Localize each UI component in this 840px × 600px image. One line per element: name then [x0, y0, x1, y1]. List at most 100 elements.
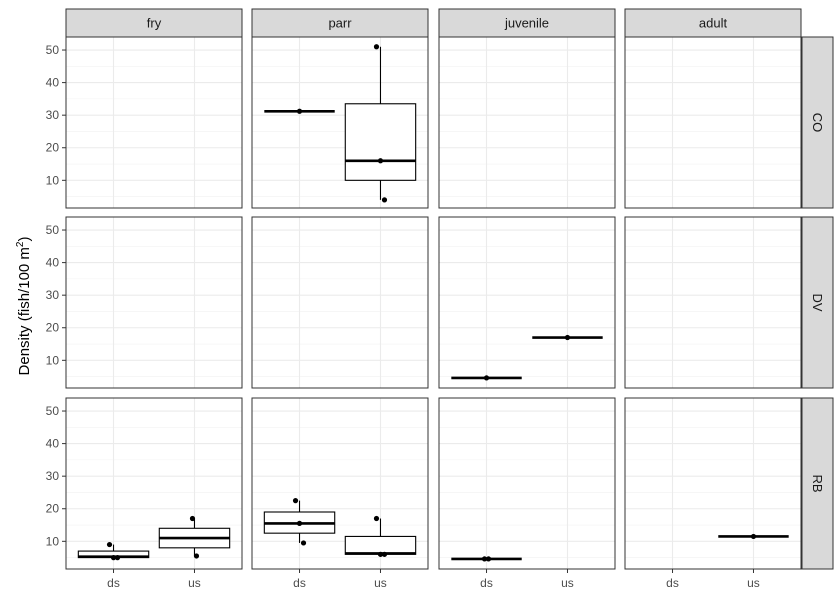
box-RB-adult-us: [718, 533, 789, 540]
panel-RB-adult: [625, 398, 801, 569]
facet-strip-label-DV: DV: [810, 293, 825, 311]
panel-background: [439, 398, 615, 569]
box-RB-parr-us: [344, 515, 417, 557]
y-tick-label: 20: [46, 321, 60, 335]
panel-border: [624, 36, 802, 209]
y-tick-label: 30: [46, 108, 60, 122]
data-point: [373, 515, 380, 522]
x-tick-label: us: [747, 576, 760, 590]
x-tick-label: us: [561, 576, 574, 590]
y-tick-label: 40: [46, 437, 60, 451]
y-tick-label: 40: [46, 256, 60, 270]
panel-CO-juvenile: [439, 37, 615, 208]
facet-strip-label-fry: fry: [147, 16, 162, 31]
panel-border: [251, 397, 429, 570]
panel-background: [439, 217, 615, 388]
panel-CO-adult: [625, 37, 801, 208]
box-RB-parr-ds: [263, 498, 336, 546]
data-point: [381, 551, 388, 557]
panel-border: [65, 36, 243, 209]
x-tick-label: ds: [480, 576, 493, 590]
y-tick-label: 10: [46, 173, 60, 187]
panel-DV-fry: [66, 217, 242, 388]
y-tick-label: 30: [46, 288, 60, 302]
y-tick-label: 50: [46, 43, 60, 57]
facet-strip-fry: [65, 8, 243, 38]
facet-strip-label-RB: RB: [810, 474, 825, 492]
box-DV-juvenile-us: [532, 334, 603, 341]
facet-strip-adult: [624, 8, 802, 38]
data-point: [377, 158, 384, 164]
box-RB-fry-ds: [77, 541, 150, 561]
panel-border: [624, 216, 802, 389]
facet-strip-label-adult: adult: [699, 16, 728, 31]
panel-DV-juvenile: [439, 217, 615, 388]
panel-background: [625, 217, 801, 388]
data-point: [481, 556, 488, 562]
x-tick-label: us: [374, 576, 387, 590]
y-tick-label: 40: [46, 76, 60, 90]
x-tick-label: ds: [107, 576, 120, 590]
y-tick-label: 10: [46, 353, 60, 367]
box-iqr: [344, 535, 417, 555]
panel-DV-parr: [252, 217, 428, 388]
y-axis-title: Density (fish/100 m2): [15, 237, 33, 376]
panel-background: [252, 217, 428, 388]
facet-strip-RB: [801, 397, 834, 570]
facet-panels: fry parr juvenile adult CO DV RB 10 20 30 40 50 10 20…: [46, 8, 834, 590]
panel-border: [438, 397, 616, 570]
data-point: [373, 44, 380, 50]
facet-strip-juvenile: [438, 8, 616, 38]
facet-strip-label-parr: parr: [328, 16, 352, 31]
box-CO-parr-ds: [264, 108, 335, 114]
panel-border: [251, 36, 429, 209]
y-tick-label: 50: [46, 223, 60, 237]
panel-background: [66, 217, 242, 388]
x-tick-label: us: [188, 576, 201, 590]
data-point: [564, 334, 571, 341]
panel-border: [251, 216, 429, 389]
y-tick-label: 30: [46, 469, 60, 483]
panel-border: [438, 36, 616, 209]
panel-background: [625, 37, 801, 208]
y-tick-label: 10: [46, 534, 60, 548]
facet-strip-label-CO: CO: [810, 113, 825, 133]
box-iqr: [344, 103, 417, 181]
facet-strip-CO: [801, 36, 834, 209]
box-RB-fry-us: [158, 515, 231, 559]
y-tick-label: 20: [46, 141, 60, 155]
data-point: [300, 540, 307, 546]
y-axis-title-group: Density (fish/100 m2): [15, 237, 33, 376]
facet-strip-parr: [251, 8, 429, 38]
data-point: [485, 556, 492, 562]
data-point: [114, 555, 121, 561]
panel-border: [65, 397, 243, 570]
x-tick-label: ds: [293, 576, 306, 590]
panel-RB-juvenile: [439, 398, 615, 569]
data-point: [292, 498, 299, 504]
data-point: [296, 108, 303, 114]
data-point: [110, 555, 117, 561]
data-point: [193, 553, 200, 559]
x-tick-label: ds: [666, 576, 679, 590]
panel-background: [66, 37, 242, 208]
data-point: [483, 375, 490, 381]
y-tick-label: 20: [46, 502, 60, 516]
data-point: [296, 520, 303, 527]
facet-strip-label-juvenile: juvenile: [504, 16, 549, 31]
box-CO-parr-us: [344, 44, 417, 203]
y-tick-label: 50: [46, 404, 60, 418]
panel-border: [438, 216, 616, 389]
panel-background: [439, 37, 615, 208]
data-point: [750, 533, 757, 540]
data-point: [377, 551, 384, 557]
panel-background: [625, 398, 801, 569]
facet-strip-DV: [801, 216, 834, 389]
panel-border: [65, 216, 243, 389]
panel-CO-fry: [66, 37, 242, 208]
data-point: [381, 197, 388, 203]
data-point: [189, 515, 196, 522]
panel-border: [624, 397, 802, 570]
box-DV-juvenile-ds: [451, 375, 522, 381]
